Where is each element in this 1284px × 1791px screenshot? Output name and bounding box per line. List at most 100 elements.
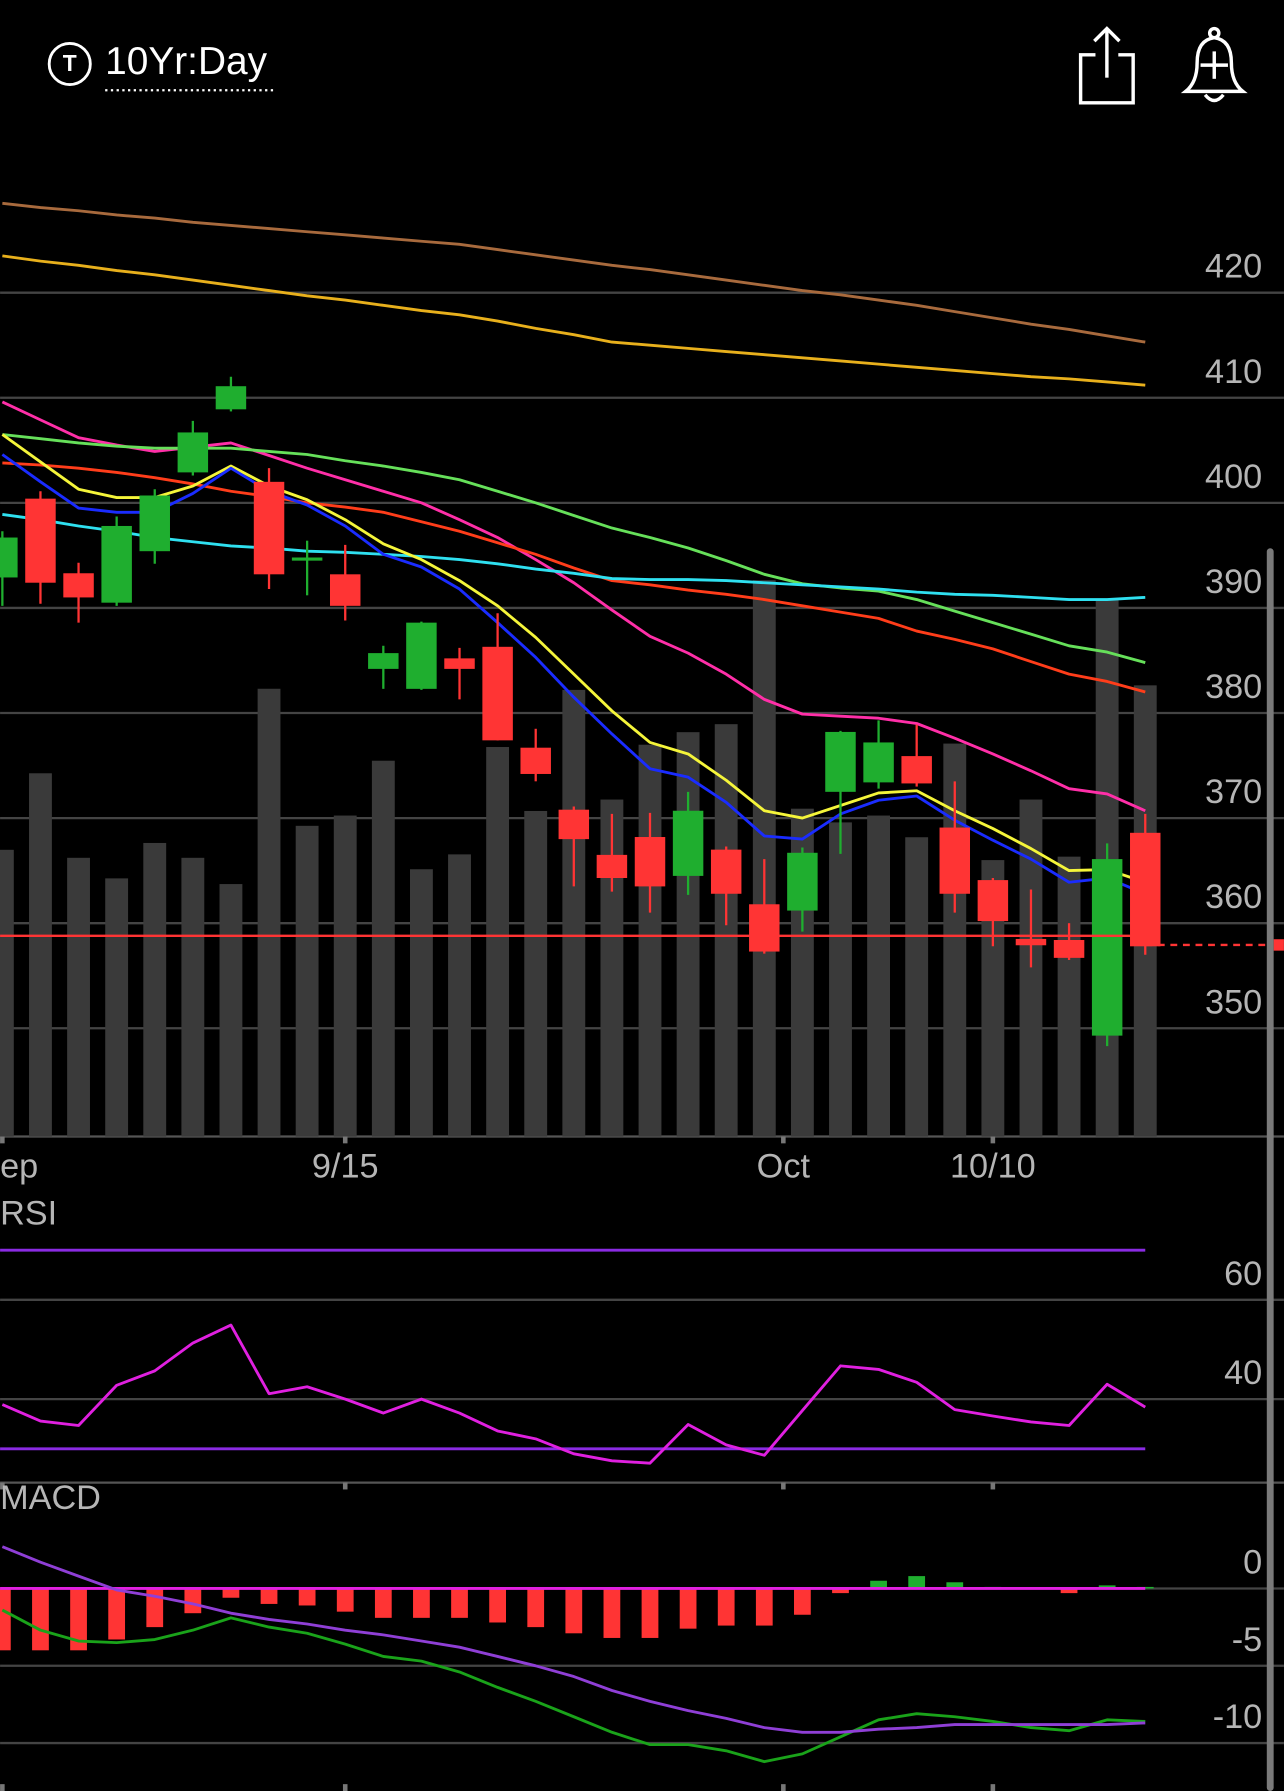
macd-histogram-bar [32,1588,49,1651]
candle-body [977,880,1009,922]
macd-line [1,1545,1146,1734]
x-tick-label: 10/10 [950,1148,1036,1186]
candle-body [63,573,94,598]
candle-body [558,809,590,840]
macd-histogram-bar [755,1588,773,1626]
macd-histogram-bar [1060,1588,1078,1594]
share-button[interactable] [1078,26,1135,105]
y-tick-label: 400 [1205,458,1262,496]
macd-histogram-bar [298,1588,316,1606]
symbol-icon [47,41,92,86]
macd-histogram-bar [0,1588,11,1651]
candle-body [672,810,704,876]
macd-histogram-bar [374,1588,392,1618]
x-tick-label: ep [0,1148,38,1186]
y-tick-label: 420 [1205,248,1262,286]
macd-histogram-bar [108,1588,126,1640]
volume-bar [867,815,891,1137]
bell-clapper [1203,93,1225,103]
volume-bar [562,689,586,1137]
macd-histogram-bar [603,1588,621,1638]
macd-histogram-bar [794,1588,811,1615]
bell-body [1180,35,1248,94]
candle-body [406,622,437,689]
candle-body [0,537,18,578]
symbol-selector[interactable]: T 10Yr:Day [47,40,275,92]
candle-body [139,495,170,552]
candle-body [710,849,742,894]
macd-histogram-bar [336,1588,354,1612]
volume-bar [67,857,90,1137]
volume-bar [1019,799,1043,1137]
candle-body [291,557,323,561]
volume-bar [981,860,1005,1137]
scrollbar[interactable] [1266,548,1274,1791]
y-tick-label: 410 [1205,353,1262,391]
y-tick-label: 350 [1205,983,1262,1021]
macd-histogram-bar [641,1588,659,1638]
x-tick-label: Oct [757,1148,811,1186]
volume-bar [486,747,510,1137]
volume-bar [829,822,852,1137]
macd-histogram-bar [832,1588,849,1594]
alert-button[interactable] [1180,26,1248,103]
macd-histogram-bar [489,1588,506,1623]
candle-body [1130,832,1161,947]
macd-histogram-bar [70,1588,87,1651]
volume-bar [181,857,205,1137]
candle-body [634,837,666,887]
share-box [1078,53,1135,105]
volume-bar [371,760,395,1137]
candle-body [749,904,780,952]
x-tick-label: 9/15 [312,1148,379,1186]
volume-bar [333,815,357,1137]
volume-bar [752,580,776,1137]
macd-histogram-bar [184,1588,202,1614]
candle-body [215,386,247,410]
candle-body [863,742,894,783]
volume-bar [1057,856,1081,1137]
volume-bar [219,884,243,1137]
candle-body [25,498,56,583]
moving-average-line [2,254,1146,387]
moving-average-line [2,201,1146,344]
y-tick-label: 380 [1205,668,1262,706]
volume-bar [105,878,129,1137]
volume-bar [524,810,548,1137]
candle-body [1053,940,1085,958]
y-tick-label: 360 [1205,878,1262,916]
y-tick-label: -10 [1213,1698,1263,1736]
moving-average-line [2,461,1146,694]
candle-body [787,852,818,911]
candle-body [253,481,285,575]
y-tick-label: 370 [1205,773,1262,811]
candle-body [444,658,475,669]
chart-title: 10Yr:Day [105,40,267,83]
moving-average-line [2,513,1146,601]
macd-histogram-bar [870,1580,887,1589]
symbol-icon-label: T [63,50,77,76]
volume-bar [29,773,52,1137]
macd-histogram-bar [565,1588,583,1634]
candle-body [825,731,856,792]
macd-histogram-bar [451,1588,468,1618]
candle-body [1091,859,1123,1036]
candle-body [177,432,209,473]
candle-body [368,653,399,669]
candle-body [901,756,932,784]
y-tick-label: 60 [1224,1255,1262,1293]
candle-body [520,747,551,774]
candle-body [596,854,628,879]
macd-histogram-bar [908,1576,926,1589]
macd-histogram-bar [222,1588,240,1598]
y-tick-label: 40 [1224,1354,1262,1392]
candle-body [482,646,513,741]
share-arrow-head [1093,26,1121,43]
macd-histogram-bar [260,1588,278,1604]
volume-bar [638,744,662,1137]
macd-histogram-bar [946,1582,964,1589]
macd-histogram-bar [717,1588,735,1626]
volume-bar [257,688,281,1137]
